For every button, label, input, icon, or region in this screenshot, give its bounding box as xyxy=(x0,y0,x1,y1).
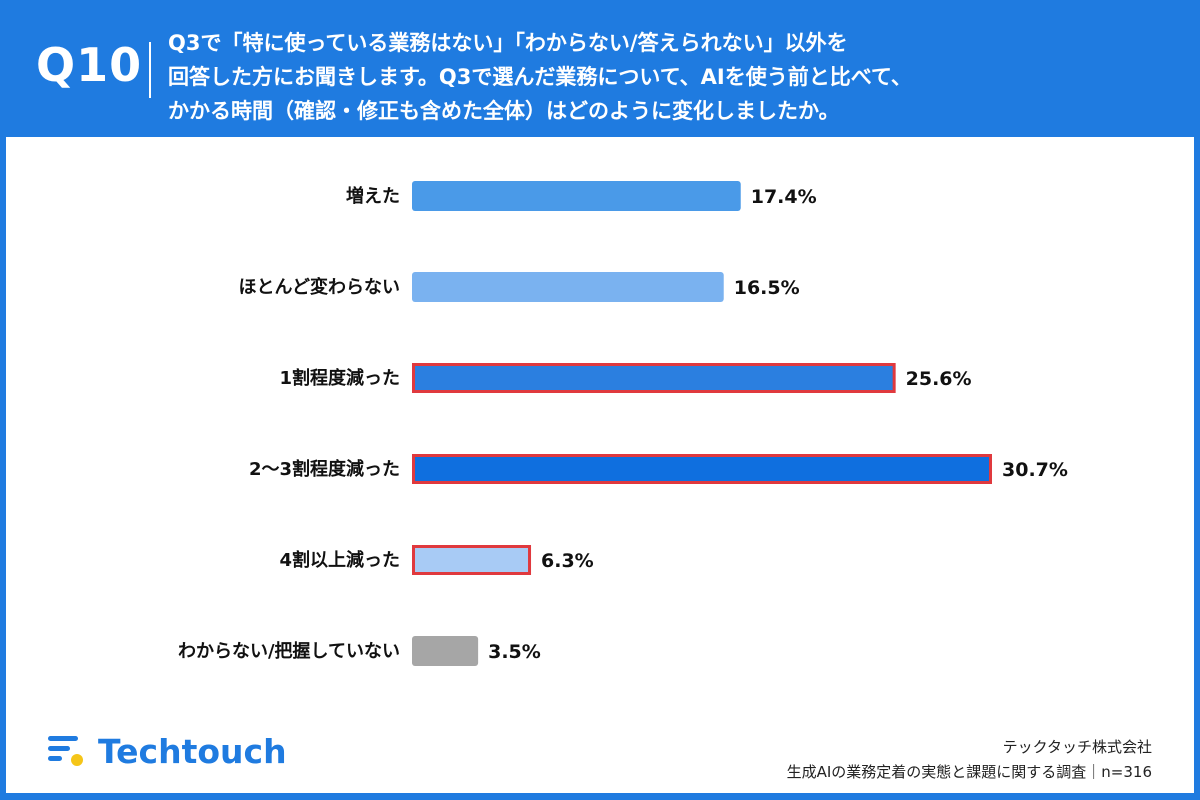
bar xyxy=(412,454,992,484)
category-label: 2〜3割程度減った xyxy=(249,458,400,480)
bar xyxy=(412,363,896,393)
value-label: 16.5% xyxy=(734,277,800,299)
bar xyxy=(412,272,724,302)
company-name: テックタッチ株式会社 xyxy=(1002,738,1152,756)
value-label: 6.3% xyxy=(541,550,594,572)
category-label: 4割以上減った xyxy=(279,549,400,571)
value-label: 25.6% xyxy=(906,368,972,390)
bar-chart: 増えた 17.4% ほとんど変わらない 16.5% 1割程度減った 25.6% 2〜3割程度… xyxy=(178,181,1068,666)
question-line: かかる時間（確認・修正も含めた全体）はどのように変化しましたか。 xyxy=(168,99,840,123)
question-header: Q10 Q3で「特に使っている業務はない」「わからない/答えられない」以外を 回… xyxy=(0,0,1200,137)
bar xyxy=(412,181,741,211)
category-label: 1割程度減った xyxy=(279,367,400,389)
value-label: 30.7% xyxy=(1002,459,1068,481)
bar xyxy=(412,636,479,666)
source-note: テックタッチ株式会社 生成AIの業務定着の実態と課題に関する調査｜n=316 xyxy=(787,735,1152,785)
category-label: わからない/把握していない xyxy=(178,640,400,662)
question-text: Q3で「特に使っている業務はない」「わからない/答えられない」以外を 回答した方… xyxy=(168,26,1178,128)
value-label: 3.5% xyxy=(488,641,541,663)
chart-panel: 増えた 17.4% ほとんど変わらない 16.5% 1割程度減った 25.6% 2〜3割程度… xyxy=(6,137,1194,793)
question-line: 回答した方にお聞きします。Q3で選んだ業務について、AIを使う前と比べて、 xyxy=(168,65,912,89)
value-label: 17.4% xyxy=(751,186,817,208)
logo-text: Techtouch xyxy=(98,731,287,771)
question-number: Q10 xyxy=(36,38,143,92)
question-line: Q3で「特に使っている業務はない」「わからない/答えられない」以外を xyxy=(168,31,848,55)
bar xyxy=(412,545,532,575)
category-label: 増えた xyxy=(346,185,400,207)
category-label: ほとんど変わらない xyxy=(239,276,400,298)
survey-title: 生成AIの業務定着の実態と課題に関する調査｜n=316 xyxy=(786,763,1152,781)
header-divider xyxy=(149,42,151,98)
techtouch-logo: Techtouch xyxy=(46,729,287,773)
techtouch-logo-icon xyxy=(48,736,83,766)
